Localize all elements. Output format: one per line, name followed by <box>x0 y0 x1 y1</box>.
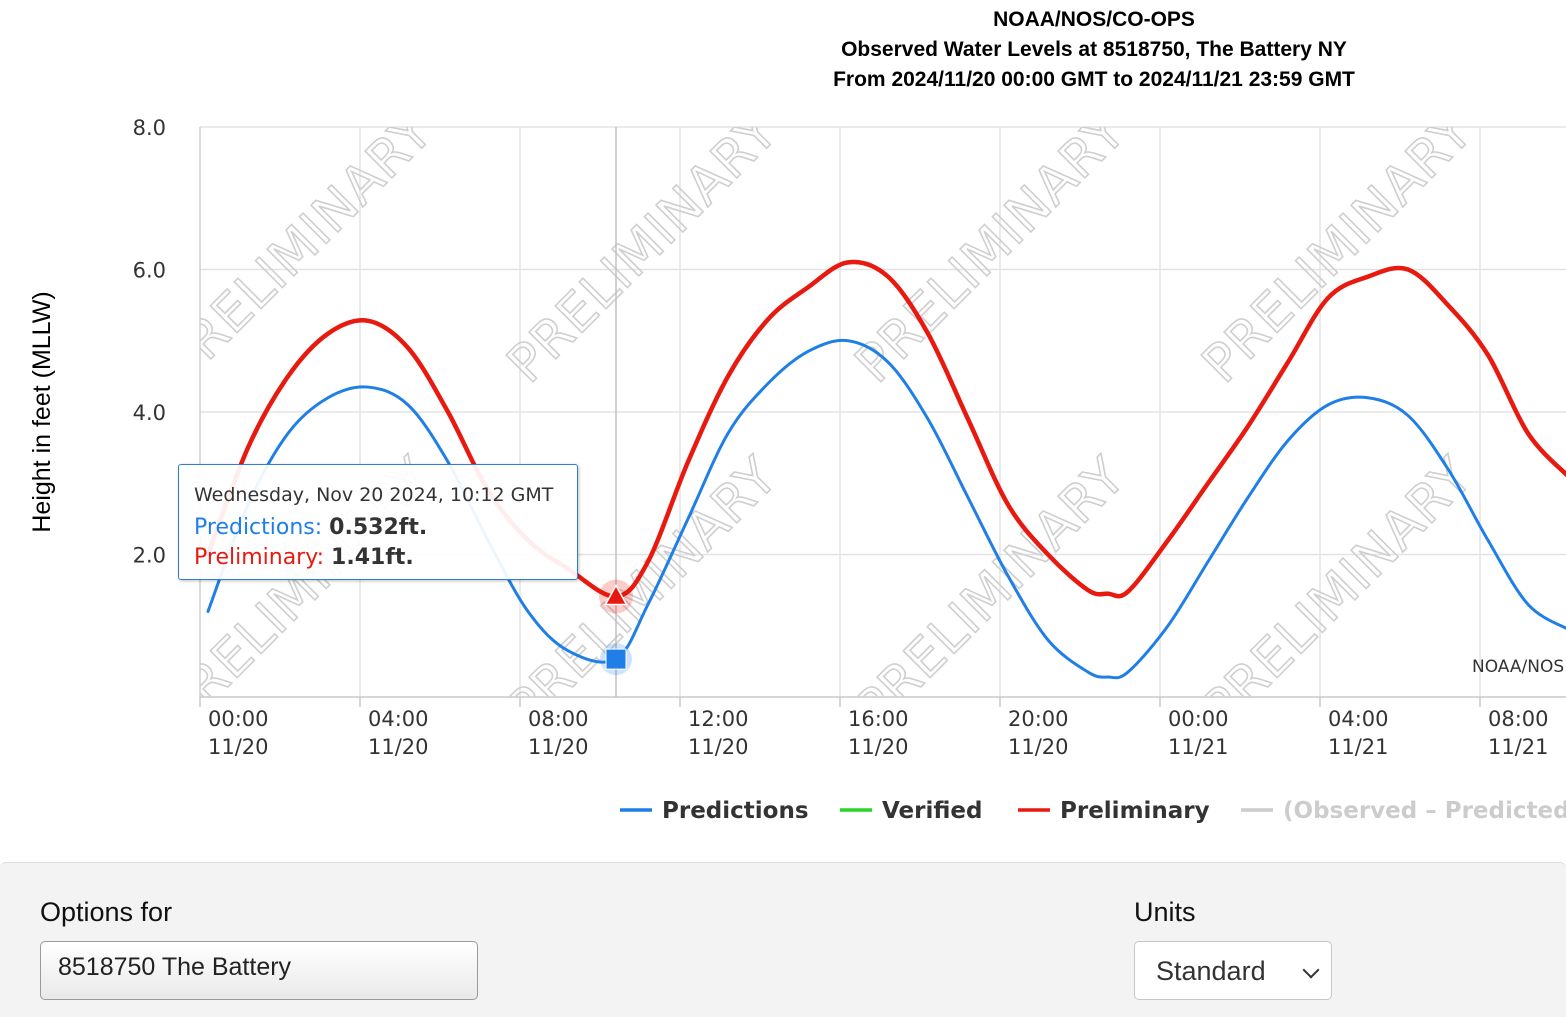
watermark-text: PRELIMINARY <box>1191 101 1484 394</box>
watermark-group: PRELIMINARY PRELIMINARY PRELIMINARY PRELIMI… <box>151 101 1485 739</box>
y-tick-label: 4.0 <box>133 401 166 425</box>
tooltip-predictions-row: Predictions: 0.532ft. <box>194 513 577 543</box>
y-tick-label: 6.0 <box>133 259 166 283</box>
series-group <box>205 259 1566 680</box>
y-tick-label: 2.0 <box>133 544 166 568</box>
x-tick-time: 16:00 <box>848 707 909 731</box>
x-tick-date: 11/20 <box>848 735 909 759</box>
x-tick-date: 11/20 <box>368 735 429 759</box>
x-tick-time: 00:00 <box>1168 707 1229 731</box>
x-tick-time: 12:00 <box>688 707 749 731</box>
tooltip-preliminary-value: 1.41ft. <box>331 545 414 570</box>
options-panel: Options for 8518750 The Battery Units St… <box>0 862 1566 1017</box>
tooltip-date: Wednesday, Nov 20 2024, 10:12 GMT <box>194 484 554 506</box>
water-level-chart: PRELIMINARY PRELIMINARY PRELIMINARY PRELIMI… <box>28 8 1566 824</box>
y-tick-label: 8.0 <box>133 116 166 140</box>
x-tick-time: 08:00 <box>528 707 589 731</box>
preliminary-marker <box>604 583 628 606</box>
legend-item[interactable]: (Observed – Predicted) <box>1241 798 1566 824</box>
watermark-text: PRELIMINARY <box>1191 446 1484 739</box>
series-line-preliminary <box>205 259 1566 599</box>
x-tick-time: 20:00 <box>1008 707 1069 731</box>
x-tick-date: 11/20 <box>528 735 589 759</box>
legend-item[interactable]: Verified <box>840 798 982 824</box>
chart-title-line: Observed Water Levels at 8518750, The Ba… <box>841 38 1347 61</box>
tooltip-preliminary-label: Preliminary: <box>194 545 325 570</box>
x-tick-date: 11/20 <box>688 735 749 759</box>
units-select-value: Standard <box>1156 956 1266 986</box>
tooltip-preliminary-row: Preliminary: 1.41ft. <box>194 543 577 573</box>
legend-label: Verified <box>882 798 982 824</box>
x-tick-date: 11/20 <box>1008 735 1069 759</box>
watermark-text: PRELIMINARY <box>844 101 1137 394</box>
legend-label: Predictions <box>662 798 809 824</box>
chart-title-line: NOAA/NOS/CO-OPS <box>993 8 1195 31</box>
x-tick-time: 08:00 <box>1488 707 1549 731</box>
x-tick-time: 04:00 <box>1328 707 1389 731</box>
credit-text: NOAA/NOS <box>1472 657 1564 677</box>
chart-title-line: From 2024/11/20 00:00 GMT to 2024/11/21 … <box>833 68 1355 91</box>
y-axis-label: Height in feet (MLLW) <box>28 291 56 532</box>
x-tick-date: 11/21 <box>1168 735 1229 759</box>
legend-item[interactable]: Preliminary <box>1018 798 1210 824</box>
options-for-label: Options for <box>40 897 173 927</box>
station-field[interactable]: 8518750 The Battery <box>40 941 478 1000</box>
x-tick-time: 04:00 <box>368 707 429 731</box>
predictions-marker <box>605 648 627 670</box>
chevron-down-icon <box>1302 961 1320 979</box>
chart-tooltip: Wednesday, Nov 20 2024, 10:12 GMT Predic… <box>178 464 578 580</box>
legend-item[interactable]: Predictions <box>620 798 809 824</box>
x-tick-date: 11/21 <box>1328 735 1389 759</box>
legend-label: Preliminary <box>1060 798 1210 824</box>
series-line-predictions <box>206 338 1566 680</box>
tooltip-predictions-label: Predictions: <box>194 515 323 540</box>
legend-label: (Observed – Predicted) <box>1283 798 1566 824</box>
units-select[interactable]: Standard <box>1134 941 1332 1000</box>
watermark-text: PRELIMINARY <box>151 101 444 394</box>
x-tick-date: 11/21 <box>1488 735 1549 759</box>
units-label: Units <box>1134 897 1196 927</box>
tooltip-predictions-value: 0.532ft. <box>329 515 428 540</box>
x-tick-date: 11/20 <box>208 735 269 759</box>
x-tick-time: 00:00 <box>208 707 269 731</box>
